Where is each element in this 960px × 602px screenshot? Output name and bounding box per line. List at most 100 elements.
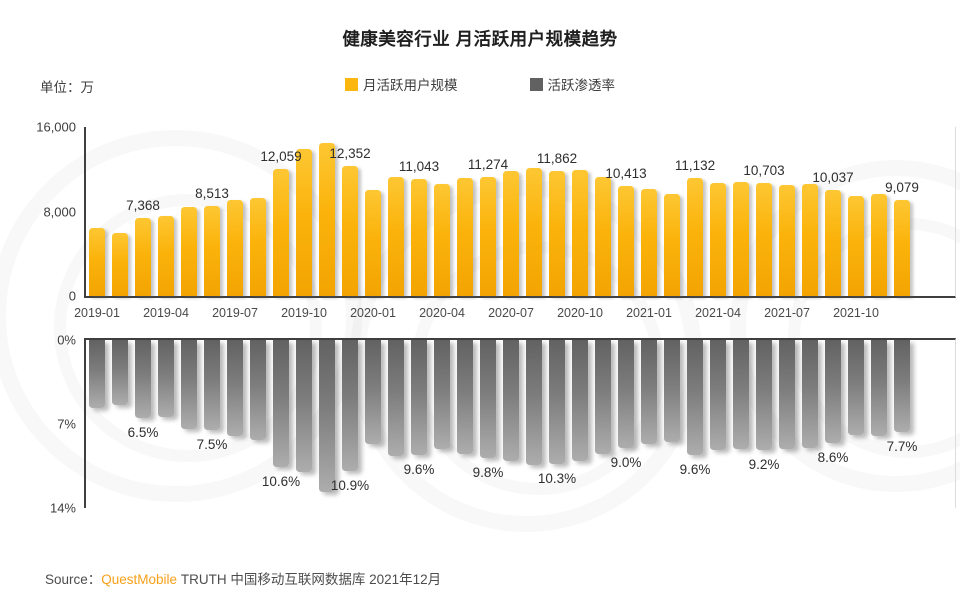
monthly-active-users-bar-2020-08: [526, 168, 542, 296]
x-axis-tick-2019-10: 2019-10: [281, 306, 327, 320]
active-penetration-rate-bar-2021-04: [710, 340, 726, 451]
active-penetration-rate-bar-2020-01: [365, 340, 381, 445]
monthly-active-users-bar-2021-01: [641, 189, 657, 296]
x-axis-tick-2020-10: 2020-10: [557, 306, 603, 320]
monthly-active-users-bar-2020-06: [480, 176, 496, 296]
x-axis-tick-2019-01: 2019-01: [74, 306, 120, 320]
active-penetration-rate-y-axis-tick: 7%: [57, 416, 76, 432]
active-penetration-rate-bar-2021-06: [756, 340, 772, 451]
active-penetration-rate-bar-2021-07: [779, 340, 795, 450]
active-penetration-rate-value-label: 9.0%: [610, 455, 642, 470]
active-penetration-rate-bar-2021-12: [894, 340, 910, 433]
x-axis-tick-2020-01: 2020-01: [350, 306, 396, 320]
active-penetration-rate-bar-2019-04: [158, 340, 174, 417]
x-axis-tick-2021-04: 2021-04: [695, 306, 741, 320]
x-axis-tick-2021-01: 2021-01: [626, 306, 672, 320]
monthly-active-users-value-label: 7,368: [126, 198, 160, 213]
monthly-active-users-y-axis-tick: 0: [68, 288, 76, 304]
monthly-active-users-bar-2021-11: [871, 194, 887, 296]
monthly-active-users-bar-2021-02: [664, 193, 680, 296]
active-penetration-rate-bar-2021-11: [871, 340, 887, 436]
monthly-active-users-bar-2019-07: [227, 199, 243, 296]
active-penetration-rate-bar-2019-01: [89, 340, 105, 409]
active-penetration-rate-bar-2019-09: [273, 340, 289, 468]
monthly-active-users-value-label: 11,132: [674, 158, 716, 173]
active-penetration-rate-bar-2021-09: [825, 340, 841, 444]
active-penetration-rate-value-label: 8.6%: [817, 450, 849, 465]
monthly-active-users-y-axis-tick: 8,000: [43, 204, 76, 219]
monthly-active-users-bar-2021-10: [848, 195, 864, 296]
monthly-active-users-bar-2021-06: [756, 182, 772, 296]
mau-bar-chart: 7,368 8,513 12,059 12,352 11,043 11,274 11,862…: [36, 120, 956, 320]
active-penetration-rate-value-label: 9.2%: [748, 457, 780, 472]
source-brand: QuestMobile: [101, 572, 178, 587]
active-penetration-rate-bar-2020-06: [480, 340, 496, 458]
active-penetration-rate-value-label: 10.6%: [261, 474, 301, 489]
active-penetration-rate-bar-2019-06: [204, 340, 220, 430]
active-penetration-rate-bar-2020-05: [457, 340, 473, 454]
active-penetration-rate-value-label: 9.6%: [679, 462, 711, 477]
monthly-active-users-value-label: 12,352: [329, 146, 371, 161]
monthly-active-users-bar-2020-02: [388, 176, 404, 296]
monthly-active-users-bar-2019-08: [250, 197, 266, 296]
active-penetration-rate-bar-2020-09: [549, 340, 565, 464]
active-penetration-rate-value-label: 7.7%: [886, 439, 918, 454]
monthly-active-users-bar-2020-03: [411, 179, 427, 296]
monthly-active-users-bar-2021-09: [825, 189, 841, 296]
monthly-active-users-value-label: 11,862: [536, 151, 578, 166]
penetration-bar-chart: 6.5% 7.5% 10.6% 10.9% 9.6% 9.8% 10.3% 9.0% 9.6% 9…: [50, 333, 956, 516]
active-penetration-rate-bar-2020-03: [411, 340, 427, 456]
active-penetration-rate-bar-2021-02: [664, 340, 680, 442]
active-penetration-rate-bar-2019-02: [112, 340, 128, 405]
monthly-active-users-bar-2019-04: [158, 215, 174, 296]
active-penetration-rate-value-label: 10.9%: [330, 478, 370, 493]
active-penetration-rate-value-label: 7.5%: [196, 437, 228, 452]
monthly-active-users-bar-2019-01: [89, 228, 105, 296]
penetration-legend-label: 活跃渗透率: [547, 78, 616, 93]
monthly-active-users-value-label: 8,513: [195, 186, 229, 201]
x-axis-tick-2019-07: 2019-07: [212, 306, 258, 320]
monthly-active-users-bar-2020-05: [457, 177, 473, 296]
monthly-active-users-bar-2020-04: [434, 183, 450, 296]
monthly-active-users-bar-2019-09: [273, 168, 289, 296]
monthly-active-users-bar-2021-04: [710, 182, 726, 296]
monthly-active-users-value-label: 10,037: [812, 170, 854, 185]
monthly-active-users-bar-2019-10: [296, 148, 312, 296]
active-penetration-rate-bar-2019-05: [181, 340, 197, 429]
monthly-active-users-value-label: 10,413: [605, 166, 647, 181]
active-penetration-rate-bar-2019-11: [319, 340, 335, 493]
monthly-active-users-bar-2021-12: [894, 200, 910, 296]
x-axis-tick-2020-07: 2020-07: [488, 306, 534, 320]
active-penetration-rate-bar-2020-12: [618, 340, 634, 448]
monthly-active-users-bar-2020-11: [595, 176, 611, 296]
active-penetration-rate-bar-2021-01: [641, 340, 657, 445]
monthly-active-users-bar-2019-02: [112, 232, 128, 296]
active-penetration-rate-bar-2019-08: [250, 340, 266, 440]
monthly-active-users-y-axis-tick: 16,000: [36, 119, 76, 135]
monthly-active-users-bar-2020-07: [503, 171, 519, 296]
active-penetration-rate-value-label: 6.5%: [127, 425, 159, 440]
monthly-active-users-bar-2020-10: [572, 170, 588, 296]
x-axis-tick-2021-10: 2021-10: [833, 306, 879, 320]
source-prefix: Source：: [45, 572, 102, 587]
active-penetration-rate-bar-2021-10: [848, 340, 864, 435]
monthly-active-users-bar-2019-06: [204, 206, 220, 296]
monthly-active-users-bar-2020-12: [618, 186, 634, 296]
active-penetration-rate-bar-2019-07: [227, 340, 243, 436]
legend-item-penetration: 活跃渗透率: [529, 74, 616, 94]
active-penetration-rate-y-axis-tick: 14%: [49, 500, 76, 516]
x-axis-tick-2021-07: 2021-07: [764, 306, 810, 320]
active-penetration-rate-value-label: 10.3%: [537, 471, 577, 486]
active-penetration-rate-bar-2019-03: [135, 340, 151, 418]
chart-title: 健康美容行业 月活跃用户规模趋势: [342, 29, 618, 49]
source-line: Source：QuestMobile TRUTH 中国移动互联网数据库 2021…: [45, 568, 441, 588]
penetration-legend-swatch: [529, 77, 543, 91]
monthly-active-users-bar-2020-01: [365, 190, 381, 296]
monthly-active-users-value-label: 11,043: [398, 159, 440, 174]
x-axis-tick-2020-04: 2020-04: [419, 306, 465, 320]
active-penetration-rate-bar-2019-12: [342, 340, 358, 471]
monthly-active-users-bar-2021-05: [733, 181, 749, 296]
monthly-active-users-value-label: 11,274: [467, 157, 509, 172]
monthly-active-users-bar-2021-03: [687, 178, 703, 296]
